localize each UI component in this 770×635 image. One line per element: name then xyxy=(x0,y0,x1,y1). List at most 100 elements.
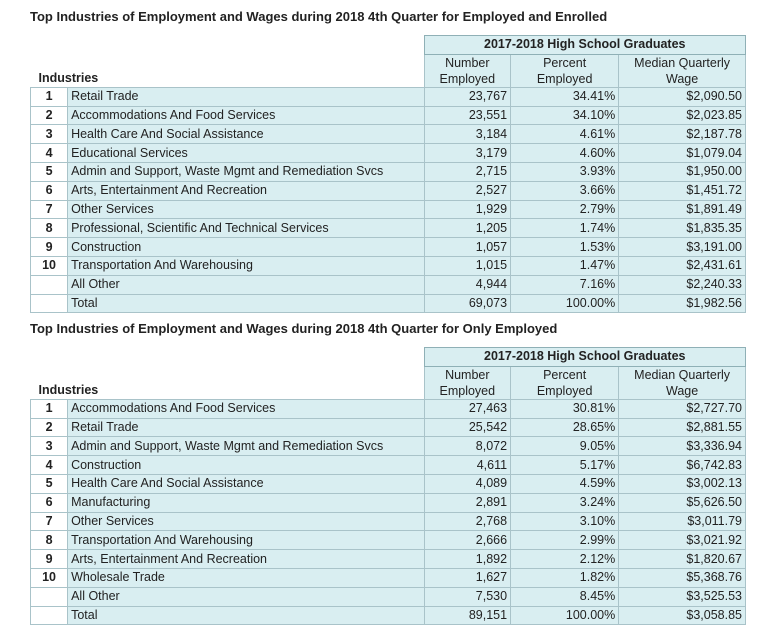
number-employed-cell: 1,627 xyxy=(423,567,512,588)
median-wage-cell: $3,002.13 xyxy=(618,473,746,494)
industry-name-cell: All Other xyxy=(67,586,425,607)
table-row: Total 89,151 100.00% $3,058.85 xyxy=(29,605,746,626)
number-employed-cell: 2,666 xyxy=(423,530,512,551)
industry-name-cell: Wholesale Trade xyxy=(67,567,425,588)
rank-cell: 8 xyxy=(29,218,69,239)
table-row: All Other 4,944 7.16% $2,240.33 xyxy=(29,274,746,295)
median-wage-cell: $5,368.76 xyxy=(618,567,746,588)
industry-name-cell: Educational Services xyxy=(67,143,425,163)
number-employed-cell: 2,768 xyxy=(423,511,512,532)
percent-employed-cell: 3.66% xyxy=(510,180,620,201)
number-employed-cell: 25,542 xyxy=(423,417,512,438)
industry-name-cell: Retail Trade xyxy=(67,86,425,107)
median-wage-cell: $3,525.53 xyxy=(618,586,746,607)
percent-employed-header: Percent Employed xyxy=(510,365,620,400)
table-row: 1 Accommodations And Food Services 27,463 3… xyxy=(29,398,746,419)
industry-name-cell: Other Services xyxy=(67,199,425,220)
rank-cell: 2 xyxy=(29,417,69,438)
percent-employed-cell: 3.10% xyxy=(510,511,620,532)
percent-employed-cell: 3.24% xyxy=(510,492,620,513)
number-employed-cell: 27,463 xyxy=(423,398,512,419)
table-row: 7 Other Services 2,768 3.10% $3,011.79 xyxy=(29,511,746,532)
percent-employed-cell: 34.41% xyxy=(510,86,620,107)
median-wage-cell: $2,023.85 xyxy=(618,105,746,126)
number-employed-cell: 1,015 xyxy=(423,255,512,276)
median-wage-cell: $2,240.33 xyxy=(618,274,746,295)
percent-employed-cell: 2.99% xyxy=(510,530,620,551)
rank-cell xyxy=(29,586,69,607)
number-employed-cell: 1,057 xyxy=(423,237,512,257)
percent-employed-cell: 3.93% xyxy=(510,161,620,182)
table-section-employed-enrolled: Top Industries of Employment and Wages d… xyxy=(29,9,747,314)
percent-employed-cell: 28.65% xyxy=(510,417,620,438)
rank-cell: 7 xyxy=(29,199,69,220)
table-row: 4 Educational Services 3,179 4.60% $1,079.04 xyxy=(29,143,746,163)
number-employed-cell: 3,179 xyxy=(423,143,512,163)
percent-employed-cell: 34.10% xyxy=(510,105,620,126)
median-wage-cell: $1,950.00 xyxy=(618,161,746,182)
table-row: All Other 7,530 8.45% $3,525.53 xyxy=(29,586,746,607)
industries-table: 2017-2018 High School Graduates Industri… xyxy=(29,35,747,314)
median-wage-cell: $1,982.56 xyxy=(618,293,746,314)
industries-header: Industries xyxy=(38,70,99,85)
industry-name-cell: Total xyxy=(67,293,425,314)
group-header: 2017-2018 High School Graduates xyxy=(423,35,747,55)
median-wage-header: Median Quarterly Wage xyxy=(618,365,746,400)
table-row: 10 Wholesale Trade 1,627 1.82% $5,368.76 xyxy=(29,567,746,588)
median-wage-cell: $2,431.61 xyxy=(618,255,746,276)
table-row: 7 Other Services 1,929 2.79% $1,891.49 xyxy=(29,199,746,220)
number-employed-header: Number Employed xyxy=(423,53,512,88)
table-section-only-employed: Top Industries of Employment and Wages d… xyxy=(29,321,747,626)
median-wage-cell: $3,011.79 xyxy=(618,511,746,532)
rank-cell: 3 xyxy=(29,436,69,457)
percent-employed-cell: 4.60% xyxy=(510,143,620,163)
rank-cell: 5 xyxy=(29,161,69,182)
table-row: 6 Manufacturing 2,891 3.24% $5,626.50 xyxy=(29,492,746,513)
number-employed-cell: 3,184 xyxy=(423,124,512,145)
median-wage-cell: $2,727.70 xyxy=(618,398,746,419)
table-body: 2017-2018 High School Graduates Industri… xyxy=(29,347,747,626)
industry-name-cell: Accommodations And Food Services xyxy=(67,398,425,419)
industry-name-cell: Other Services xyxy=(67,511,425,532)
percent-employed-cell: 2.12% xyxy=(510,549,620,569)
median-wage-cell: $1,820.67 xyxy=(618,549,746,569)
column-header-row: Industries Number Employed Percent Emplo… xyxy=(31,53,746,88)
table-body: 2017-2018 High School Graduates Industri… xyxy=(29,35,747,314)
percent-employed-cell: 100.00% xyxy=(510,605,620,626)
industry-name-cell: Manufacturing xyxy=(67,492,425,513)
percent-employed-cell: 1.47% xyxy=(510,255,620,276)
industry-name-cell: Arts, Entertainment And Recreation xyxy=(67,549,425,569)
rank-cell: 1 xyxy=(29,86,69,107)
rank-cell: 7 xyxy=(29,511,69,532)
rank-cell: 6 xyxy=(29,492,69,513)
rank-cell: 2 xyxy=(29,105,69,126)
group-header: 2017-2018 High School Graduates xyxy=(423,347,747,367)
industry-name-cell: Accommodations And Food Services xyxy=(67,105,425,126)
table-title: Top Industries of Employment and Wages d… xyxy=(30,9,608,24)
table-row: 8 Professional, Scientific And Technical … xyxy=(29,218,746,239)
table-row: 6 Arts, Entertainment And Recreation 2,527… xyxy=(29,180,746,201)
median-wage-cell: $3,336.94 xyxy=(618,436,746,457)
number-employed-cell: 7,530 xyxy=(423,586,512,607)
number-employed-cell: 4,944 xyxy=(423,274,512,295)
table-row: 9 Construction 1,057 1.53% $3,191.00 xyxy=(29,237,746,257)
industries-header: Industries xyxy=(38,382,99,397)
number-employed-cell: 1,205 xyxy=(423,218,512,239)
table-row: 5 Admin and Support, Waste Mgmt and Remed… xyxy=(29,161,746,182)
percent-employed-cell: 4.59% xyxy=(510,473,620,494)
median-wage-header: Median Quarterly Wage xyxy=(618,53,746,88)
median-wage-cell: $2,881.55 xyxy=(618,417,746,438)
rank-cell: 3 xyxy=(29,124,69,145)
rank-cell: 10 xyxy=(29,255,69,276)
industry-name-cell: All Other xyxy=(67,274,425,295)
median-wage-cell: $2,090.50 xyxy=(618,86,746,107)
industry-name-cell: Professional, Scientific And Technical S… xyxy=(67,218,425,239)
percent-employed-header: Percent Employed xyxy=(510,53,620,88)
industry-name-cell: Retail Trade xyxy=(67,417,425,438)
number-employed-cell: 69,073 xyxy=(423,293,512,314)
percent-employed-cell: 9.05% xyxy=(510,436,620,457)
industry-name-cell: Total xyxy=(67,605,425,626)
table-row: 1 Retail Trade 23,767 34.41% $2,090.50 xyxy=(29,86,746,107)
median-wage-cell: $2,187.78 xyxy=(618,124,746,145)
column-header-row: Industries Number Employed Percent Emplo… xyxy=(31,365,746,400)
